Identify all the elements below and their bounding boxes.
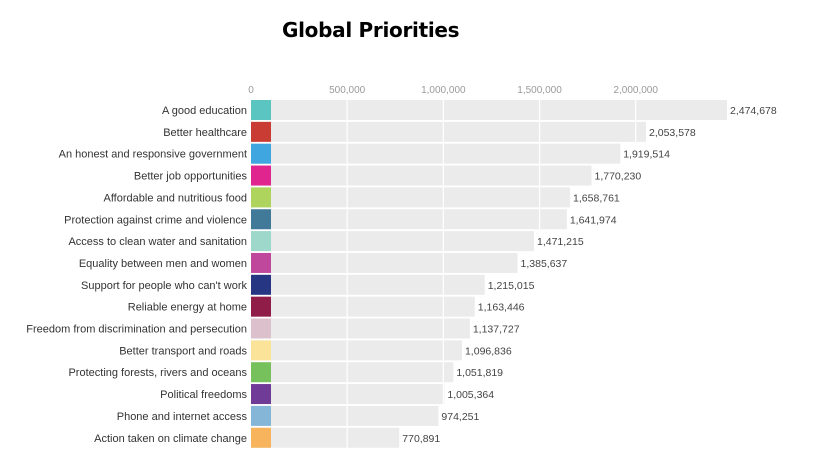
bar xyxy=(251,427,400,448)
category-color-swatch xyxy=(251,100,271,120)
category-color-swatch xyxy=(251,340,271,361)
category-label: A good education xyxy=(162,105,247,117)
data-label: 1,658,761 xyxy=(573,192,620,204)
swatch-layer xyxy=(251,100,271,448)
category-label: Phone and internet access xyxy=(117,411,248,423)
category-label: Protecting forests, rivers and oceans xyxy=(68,367,247,379)
category-label: Equality between men and women xyxy=(79,258,247,270)
data-label: 1,385,637 xyxy=(521,258,568,270)
bar xyxy=(251,231,534,252)
category-label: Freedom from discrimination and persecut… xyxy=(26,324,247,336)
x-tick-label: 1,000,000 xyxy=(421,85,466,96)
bar xyxy=(251,405,439,426)
category-color-swatch xyxy=(251,143,271,164)
category-color-swatch xyxy=(251,405,271,426)
data-label: 2,053,578 xyxy=(649,127,696,139)
bar xyxy=(251,121,647,142)
data-label: 1,137,727 xyxy=(473,324,520,336)
data-label: 1,471,215 xyxy=(537,236,584,248)
grid-layer xyxy=(346,100,637,448)
bar xyxy=(251,100,727,120)
category-label: Support for people who can't work xyxy=(81,280,247,292)
category-color-swatch xyxy=(251,209,271,230)
data-label: 1,770,230 xyxy=(595,171,642,183)
category-color-swatch xyxy=(251,427,271,448)
category-color-swatch xyxy=(251,318,271,339)
bar xyxy=(251,209,567,230)
x-tick-label: 2,000,000 xyxy=(613,85,658,96)
data-label: 1,163,446 xyxy=(478,302,525,314)
bar xyxy=(251,340,462,361)
category-label: Protection against crime and violence xyxy=(64,214,247,226)
category-label: An honest and responsive government xyxy=(59,149,247,161)
category-color-swatch xyxy=(251,231,271,252)
value-labels: 2,474,678 2,053,578 1,919,514 1,770,230 1,65… xyxy=(402,105,777,445)
data-label: 1,641,974 xyxy=(570,214,617,226)
x-tick-label: 500,000 xyxy=(329,85,366,96)
data-label: 770,891 xyxy=(402,433,440,445)
category-color-swatch xyxy=(251,362,271,383)
category-label: Action taken on climate change xyxy=(94,433,247,445)
category-color-swatch xyxy=(251,121,271,142)
data-label: 2,474,678 xyxy=(730,105,777,117)
x-tick-label: 1,500,000 xyxy=(517,85,562,96)
category-label: Political freedoms xyxy=(160,389,247,401)
category-labels: A good education Better healthcare An hone… xyxy=(26,105,247,445)
data-label: 1,919,514 xyxy=(623,149,670,161)
bar xyxy=(251,274,485,295)
bar xyxy=(251,165,592,186)
bar xyxy=(251,187,571,208)
category-label: Reliable energy at home xyxy=(128,302,247,314)
bar xyxy=(251,362,454,383)
data-label: 1,051,819 xyxy=(456,367,503,379)
category-label: Affordable and nutritious food xyxy=(103,192,247,204)
x-tick-label: 0 xyxy=(248,85,254,96)
data-label: 974,251 xyxy=(441,411,479,423)
category-color-swatch xyxy=(251,274,271,295)
data-label: 1,005,364 xyxy=(447,389,494,401)
category-color-swatch xyxy=(251,252,271,273)
category-color-swatch xyxy=(251,384,271,405)
category-label: Better job opportunities xyxy=(134,171,248,183)
category-label: Better transport and roads xyxy=(119,345,247,357)
category-color-swatch xyxy=(251,296,271,317)
bar xyxy=(251,143,621,164)
chart-title: Global Priorities xyxy=(282,18,460,42)
x-axis-ticks: 0 500,000 1,000,000 1,500,000 2,000,000 xyxy=(248,85,658,96)
bar xyxy=(251,252,518,273)
category-color-swatch xyxy=(251,187,271,208)
bar xyxy=(251,296,475,317)
data-label: 1,215,015 xyxy=(488,280,535,292)
category-color-swatch xyxy=(251,165,271,186)
category-label: Better healthcare xyxy=(163,127,247,139)
data-label: 1,096,836 xyxy=(465,345,512,357)
bars-layer xyxy=(251,100,727,448)
category-label: Access to clean water and sanitation xyxy=(68,236,247,248)
bar xyxy=(251,318,470,339)
